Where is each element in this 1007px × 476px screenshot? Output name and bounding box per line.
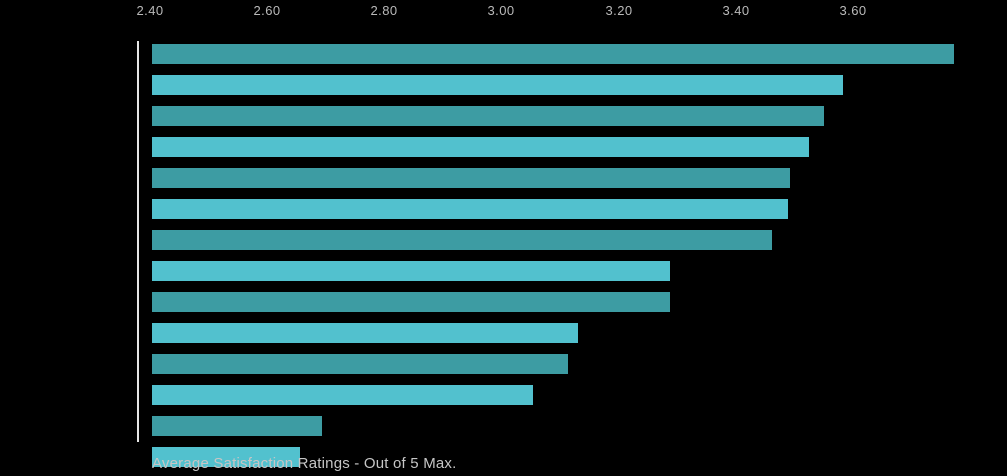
- bar[interactable]: [152, 447, 300, 467]
- bar-row[interactable]: [152, 261, 670, 281]
- x-axis-tick-label: 2.80: [370, 3, 398, 18]
- bar-row[interactable]: [152, 385, 533, 405]
- chart-caption: Average Satisfaction Ratings - Out of 5 …: [152, 455, 457, 472]
- y-axis-line: [137, 41, 139, 442]
- bar[interactable]: [152, 199, 788, 219]
- bar[interactable]: [152, 354, 568, 374]
- bar-row[interactable]: [152, 44, 954, 64]
- bar-row[interactable]: [152, 292, 670, 312]
- bar-row[interactable]: [152, 199, 788, 219]
- bar-row[interactable]: [152, 106, 824, 126]
- bar[interactable]: [152, 323, 578, 343]
- bar-row[interactable]: [152, 137, 809, 157]
- bar[interactable]: [152, 106, 824, 126]
- bar-row[interactable]: [152, 75, 843, 95]
- bar[interactable]: [152, 261, 670, 281]
- x-axis-tick-labels: 2.40 2.60 2.80 3.00 3.20 3.40 3.60: [0, 0, 1007, 26]
- bar-row[interactable]: [152, 168, 790, 188]
- bar[interactable]: [152, 137, 809, 157]
- x-axis-tick-label: 2.40: [136, 3, 164, 18]
- bar-row[interactable]: [152, 354, 568, 374]
- x-axis-tick-label: 3.00: [487, 3, 515, 18]
- bar[interactable]: [152, 44, 954, 64]
- bar[interactable]: [152, 230, 772, 250]
- bar-row[interactable]: [152, 323, 578, 343]
- x-axis-tick-label: 3.60: [839, 3, 867, 18]
- bar-row[interactable]: [152, 230, 772, 250]
- x-axis-tick-label: 2.60: [253, 3, 281, 18]
- bar[interactable]: [152, 416, 322, 436]
- x-axis-tick-label: 3.20: [605, 3, 633, 18]
- bar[interactable]: [152, 75, 843, 95]
- bar[interactable]: [152, 168, 790, 188]
- x-axis-tick-label: 3.40: [722, 3, 750, 18]
- bar-row[interactable]: [152, 447, 300, 467]
- bar[interactable]: [152, 292, 670, 312]
- bar[interactable]: [152, 385, 533, 405]
- bar-row[interactable]: [152, 416, 322, 436]
